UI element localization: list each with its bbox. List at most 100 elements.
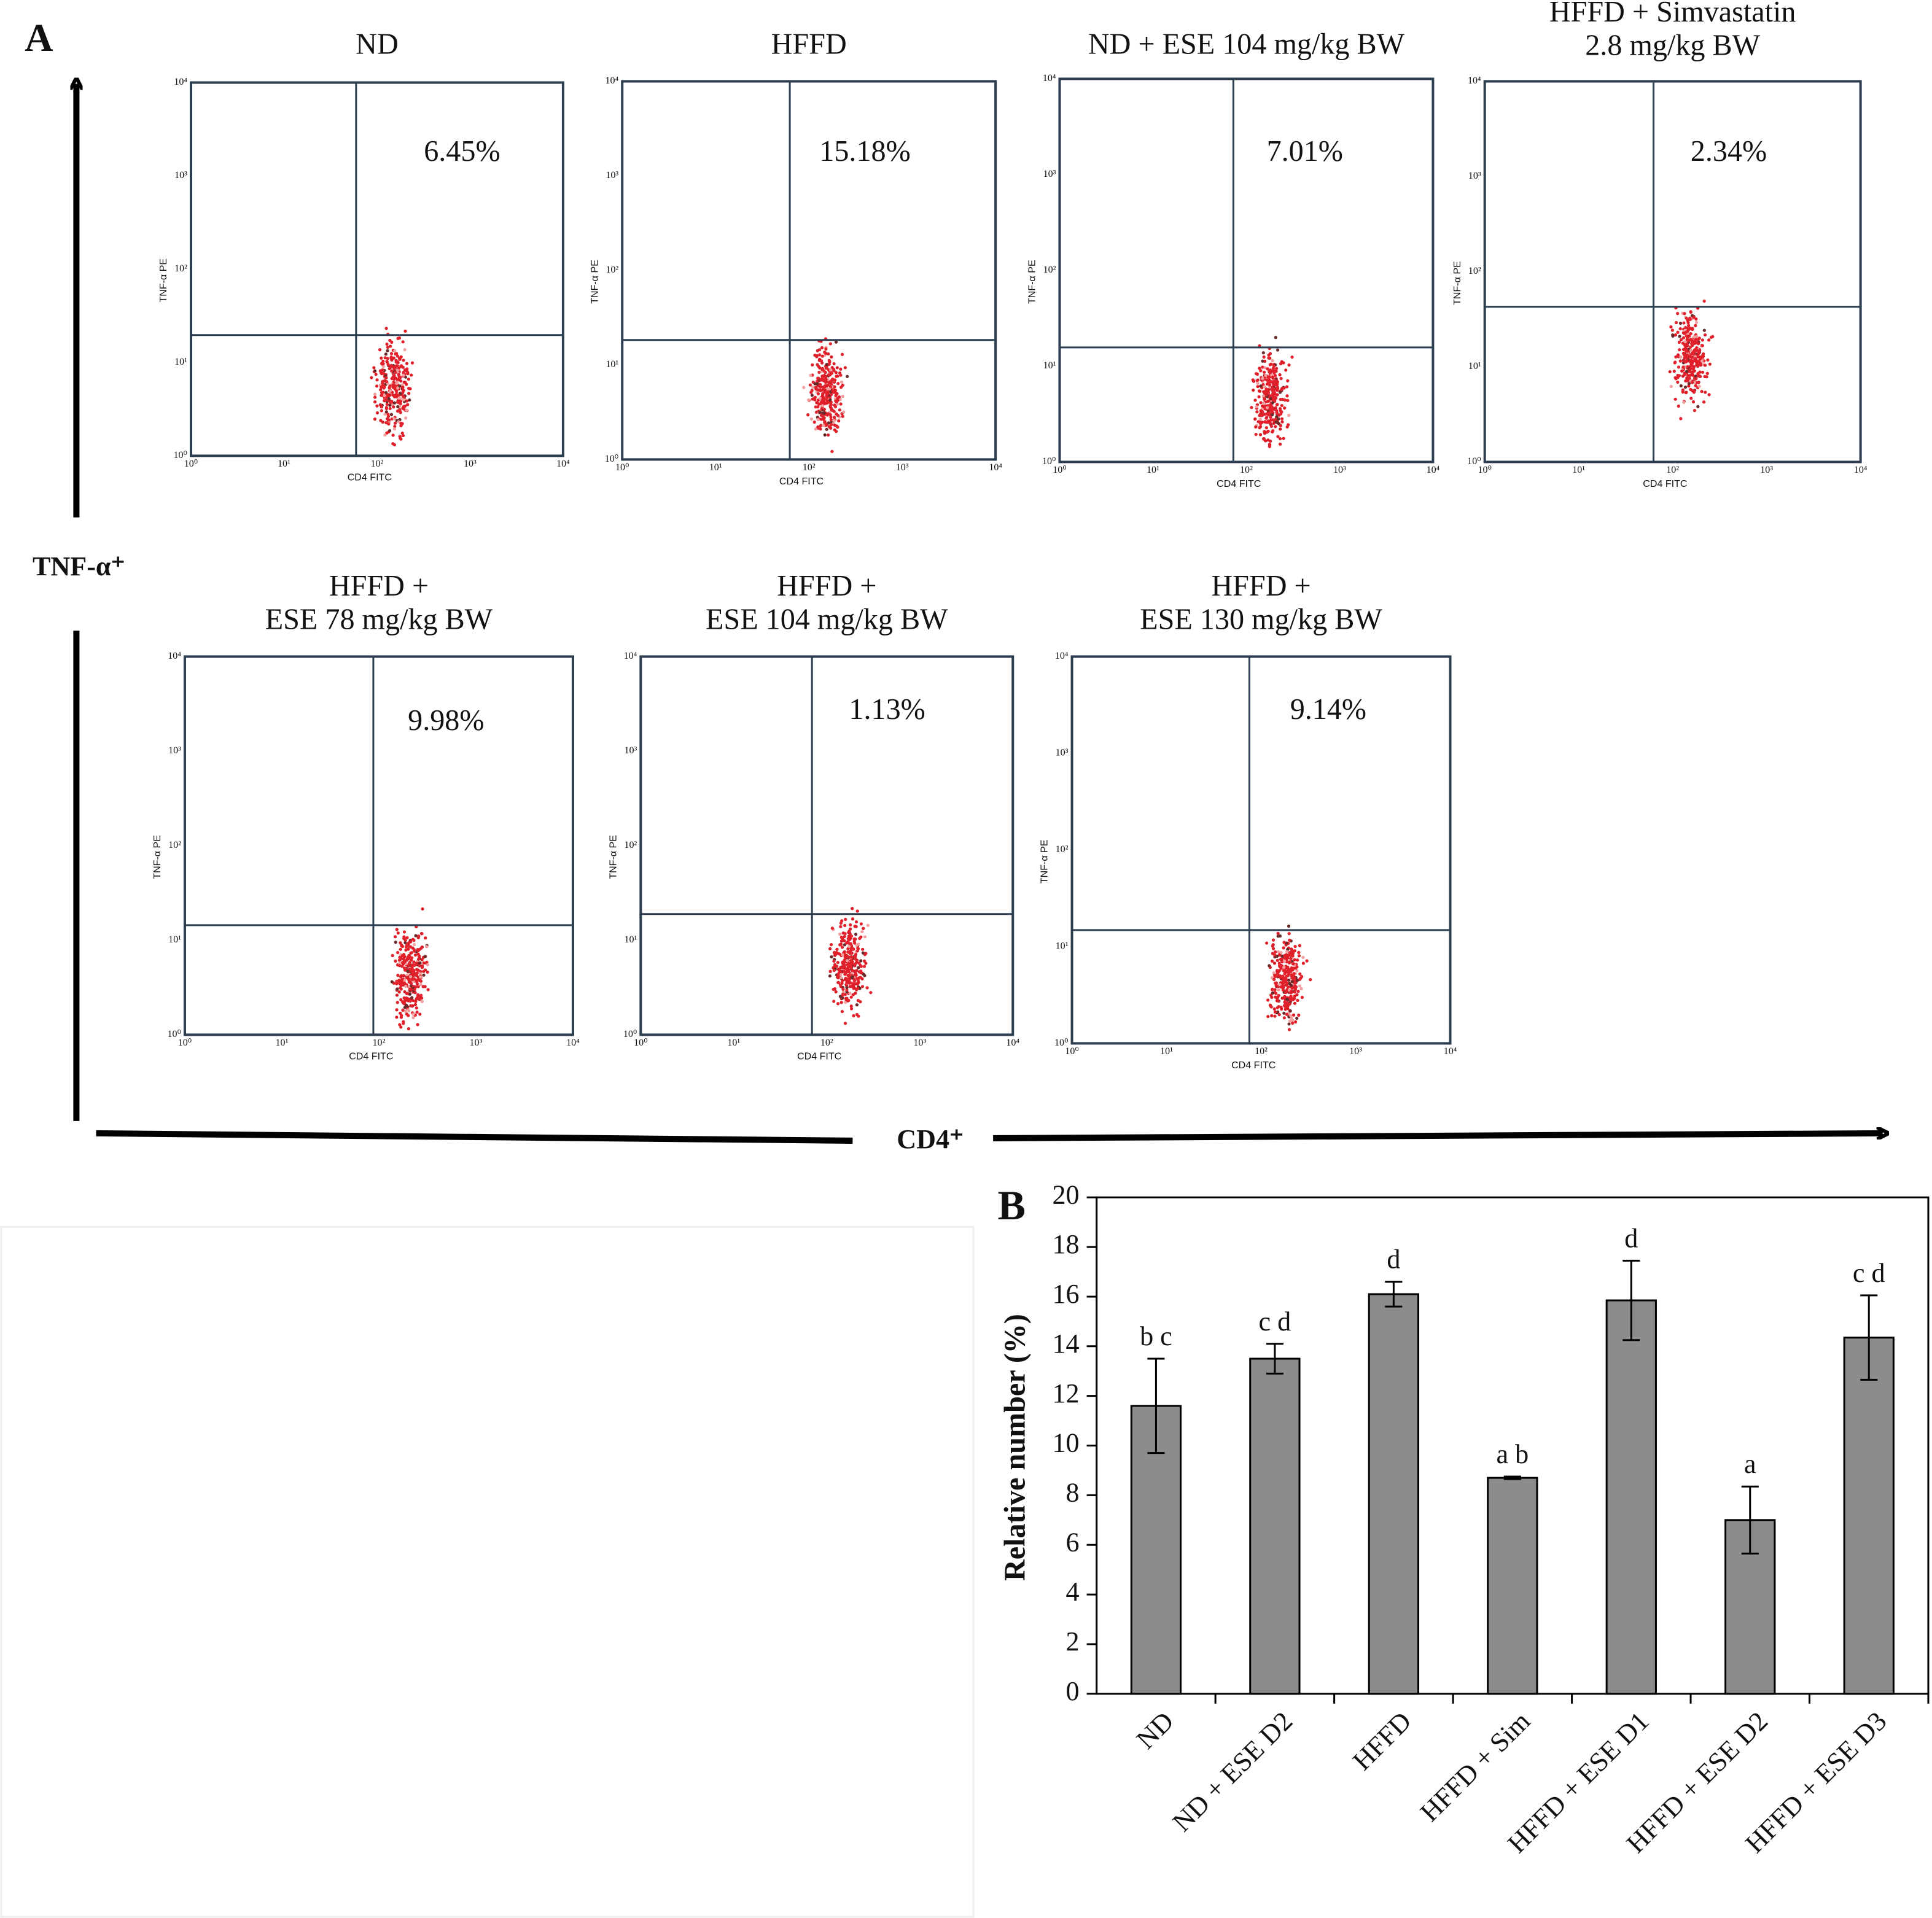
event-dot	[1280, 420, 1284, 424]
event-dot	[1677, 340, 1681, 344]
event-dot	[840, 352, 844, 356]
event-dot	[395, 368, 400, 372]
event-dot	[1270, 995, 1274, 1000]
event-dot	[394, 941, 397, 944]
event-dot	[861, 951, 865, 955]
x-label: CD4 FITC	[779, 476, 824, 487]
plot-frame	[1058, 77, 1435, 464]
event-dot	[809, 373, 812, 377]
event-dot	[843, 993, 847, 996]
event-dot	[1689, 310, 1692, 314]
event-dot	[422, 961, 426, 965]
event-dot	[1685, 370, 1689, 373]
event-dot	[1677, 365, 1681, 369]
event-dot	[1274, 981, 1277, 985]
event-dot	[407, 1014, 410, 1017]
event-dot	[375, 404, 379, 408]
event-dot	[1707, 393, 1711, 397]
x-tick-label: 10⁰	[1053, 465, 1066, 475]
event-dot	[394, 371, 397, 375]
event-dot	[401, 386, 405, 389]
event-dot	[1288, 1009, 1292, 1013]
event-dot	[839, 976, 843, 980]
event-dot	[1287, 1028, 1291, 1031]
event-dot	[398, 1023, 402, 1027]
event-dot	[416, 993, 420, 996]
event-dot	[403, 938, 407, 941]
plot-frame	[183, 655, 574, 1036]
event-dot	[1262, 370, 1266, 374]
event-dot	[1271, 401, 1275, 405]
event-dot	[401, 433, 405, 438]
significance-label: a	[1744, 1449, 1756, 1479]
event-dot	[1256, 384, 1260, 389]
event-dot	[828, 387, 832, 391]
plot-frame	[621, 80, 997, 461]
event-dot	[394, 959, 397, 963]
event-dot	[1689, 397, 1693, 400]
y-tick-label: 2	[1066, 1626, 1080, 1656]
event-dot	[1267, 353, 1271, 357]
event-dot	[397, 356, 402, 360]
x-tick-label: ND	[1131, 1706, 1180, 1755]
event-dot	[1266, 375, 1271, 379]
y-tick-label: 10⁰	[605, 454, 618, 464]
event-dot	[848, 932, 852, 936]
event-dot	[389, 363, 393, 368]
event-dot	[1282, 1011, 1286, 1015]
event-dot	[1291, 968, 1295, 972]
event-dot	[1301, 961, 1306, 965]
significance-label: d	[1624, 1223, 1638, 1253]
event-dot	[403, 981, 407, 985]
x-tick-label: 10⁴	[1854, 465, 1868, 475]
event-dot	[1711, 335, 1715, 338]
event-dot	[383, 394, 386, 397]
event-dot	[1271, 987, 1274, 991]
event-dot	[1673, 397, 1677, 401]
event-dot	[1277, 1013, 1281, 1017]
event-dot	[423, 955, 427, 958]
y-tick-label: 4	[1066, 1577, 1080, 1607]
event-dot	[820, 354, 824, 358]
event-dot	[835, 402, 839, 406]
y-tick-label: 16	[1052, 1279, 1079, 1309]
event-dot	[1272, 387, 1276, 390]
x-tick-label: 10³	[1333, 465, 1346, 475]
event-dot	[418, 978, 421, 982]
event-dot	[370, 376, 373, 379]
event-dot	[405, 408, 408, 412]
event-dot	[1258, 414, 1261, 417]
event-dot	[1691, 373, 1695, 378]
event-dot	[1279, 963, 1283, 967]
event-dot	[401, 1008, 405, 1012]
event-dot	[1280, 403, 1283, 408]
event-dot	[399, 956, 403, 960]
event-dot	[828, 974, 832, 978]
y-tick-label: 10³	[606, 170, 618, 181]
event-dot	[1676, 380, 1680, 384]
event-dot	[426, 988, 430, 992]
event-dot	[836, 382, 840, 386]
event-dot	[402, 405, 405, 408]
event-dot	[1678, 321, 1683, 325]
event-dot	[1298, 984, 1302, 988]
plot-title: ND	[356, 28, 399, 60]
event-dot	[823, 433, 827, 437]
event-dot	[816, 376, 820, 380]
x-tick-label: 10³	[1349, 1046, 1362, 1057]
event-dot	[1676, 353, 1680, 357]
event-dot	[1284, 368, 1288, 372]
plot-title: 2.8 mg/kg BW	[1585, 29, 1760, 61]
event-dot	[855, 909, 859, 913]
event-dot	[397, 420, 400, 424]
event-dot	[835, 366, 839, 370]
event-dot	[1275, 387, 1279, 390]
event-dot	[1673, 360, 1677, 364]
event-dot	[810, 394, 814, 397]
event-dot	[830, 942, 833, 947]
event-dot	[394, 352, 397, 356]
event-dot	[395, 381, 399, 386]
flow-plot	[183, 655, 574, 1036]
y-tick-label: 10¹	[606, 359, 618, 370]
event-dot	[811, 363, 814, 367]
